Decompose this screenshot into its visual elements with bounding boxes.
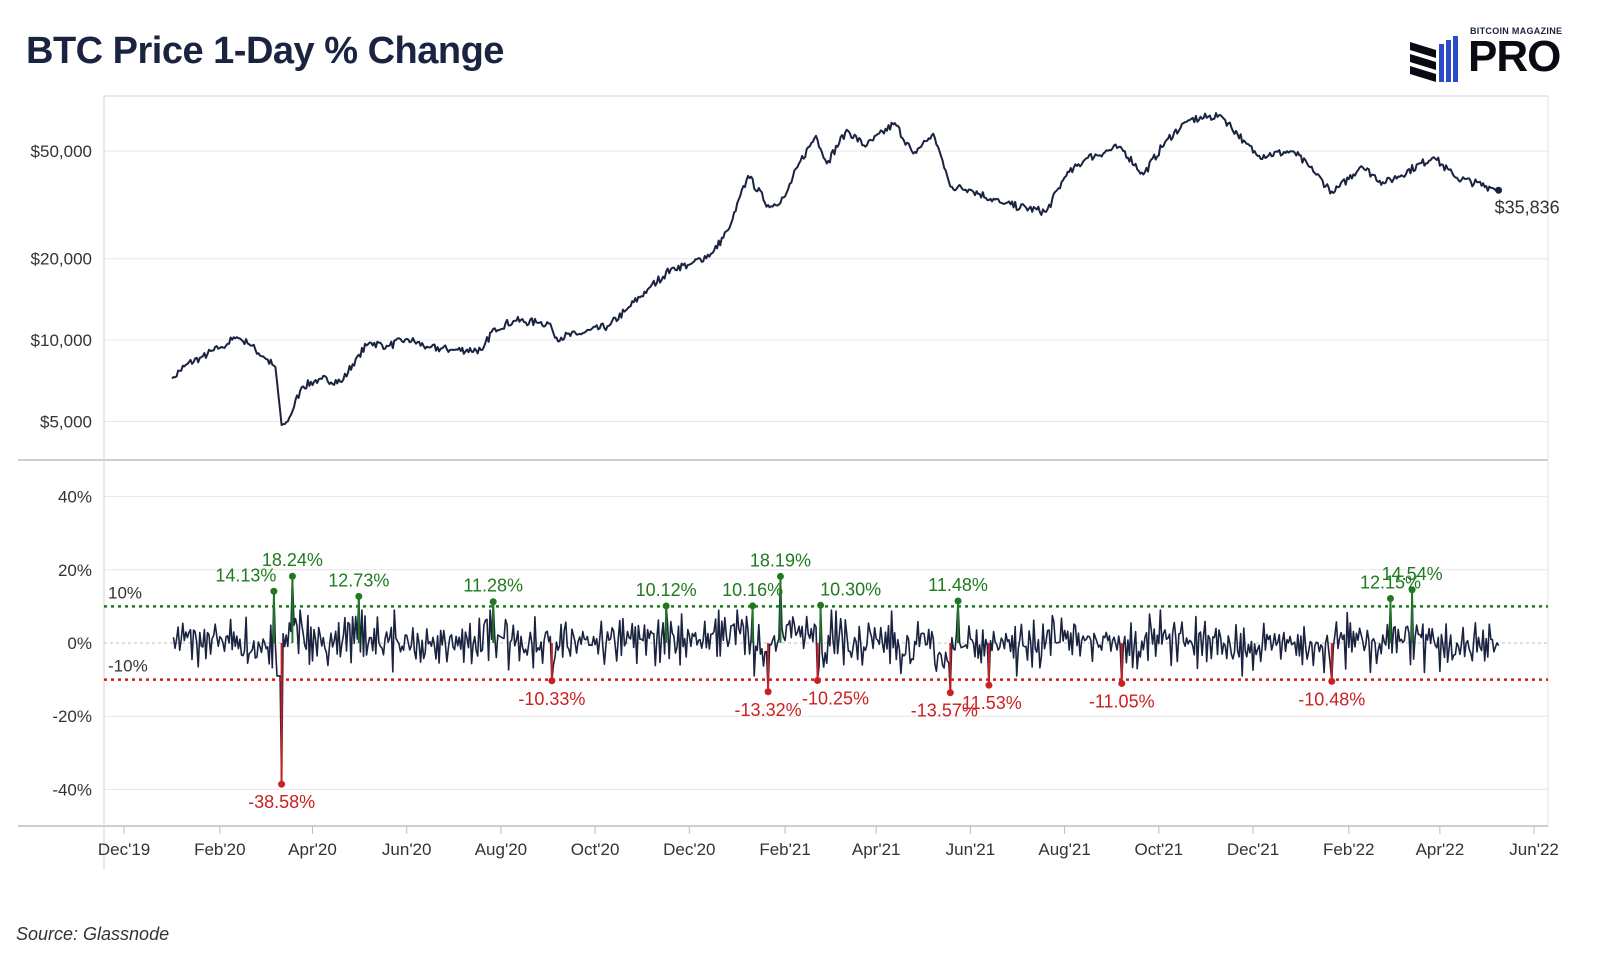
x-tick-label: Apr'21	[852, 840, 901, 859]
x-tick-label: Feb'22	[1323, 840, 1374, 859]
annotation-label: 14.13%	[215, 565, 276, 585]
pct-change-line	[172, 575, 1500, 785]
price-y-tick-label: $20,000	[31, 250, 92, 269]
annotation-point	[278, 780, 286, 788]
annotation-point	[954, 597, 962, 605]
annotation-label: -10.48%	[1298, 689, 1365, 709]
x-tick-label: Feb'21	[759, 840, 810, 859]
price-line	[171, 112, 1499, 426]
annotation-label: 12.15%	[1360, 573, 1421, 593]
annotation-point	[548, 677, 556, 685]
annotation-point	[1328, 677, 1336, 685]
annotation-point	[489, 598, 497, 606]
pct-y-tick-label: 40%	[58, 488, 92, 507]
x-tick-label: Jun'20	[382, 840, 432, 859]
x-tick-label: Jun'21	[946, 840, 996, 859]
x-tick-label: Oct'20	[571, 840, 620, 859]
annotation-label: 11.48%	[928, 575, 988, 595]
pct-y-tick-label: 0%	[67, 634, 92, 653]
x-tick-label: Dec'21	[1227, 840, 1279, 859]
annotation-point	[814, 677, 822, 685]
annotation-label: 18.19%	[750, 550, 811, 570]
annotation-point	[817, 601, 825, 609]
annotation-point	[985, 681, 993, 689]
annotation-point	[1386, 595, 1394, 603]
annotation-label: 18.24%	[262, 550, 323, 570]
price-y-tick-label: $10,000	[31, 331, 92, 350]
annotation-point	[355, 592, 363, 600]
x-tick-label: Aug'20	[475, 840, 527, 859]
annotation-label: 10.12%	[636, 580, 697, 600]
x-tick-label: Aug'21	[1038, 840, 1090, 859]
logo-small-text: BITCOIN MAGAZINE	[1470, 26, 1563, 36]
annotation-label: 11.28%	[463, 576, 523, 596]
price-y-tick-label: $50,000	[31, 142, 92, 161]
x-tick-label: Feb'20	[194, 840, 245, 859]
pct-y-tick-label: 20%	[58, 561, 92, 580]
annotation-point	[776, 572, 784, 580]
annotation-point	[1118, 679, 1126, 687]
annotation-point	[946, 689, 954, 697]
annotation-label: 10.30%	[820, 579, 881, 599]
annotation-label: -11.05%	[1089, 691, 1155, 711]
logo-bars-icon	[1410, 36, 1458, 82]
price-y-tick-label: $5,000	[40, 412, 92, 431]
annotation-point	[1408, 586, 1416, 594]
annotation-label: -10.25%	[802, 689, 869, 709]
x-tick-label: Dec'20	[663, 840, 715, 859]
annotation-label: -11.53%	[956, 693, 1022, 713]
annotation-label: -38.58%	[248, 792, 315, 812]
x-tick-label: Oct'21	[1135, 840, 1184, 859]
annotation-point	[764, 688, 772, 696]
annotation-label: 12.73%	[328, 570, 389, 590]
x-tick-label: Apr'22	[1416, 840, 1465, 859]
x-tick-label: Jun'22	[1509, 840, 1559, 859]
bitcoin-magazine-pro-logo: BITCOIN MAGAZINE PRO	[1410, 26, 1586, 82]
pct-y-tick-label: -40%	[52, 780, 92, 799]
threshold-label: -10%	[108, 657, 148, 676]
annotation-point	[662, 602, 670, 610]
price-end-label: $35,836	[1495, 197, 1560, 217]
pct-y-tick-label: -20%	[52, 707, 92, 726]
x-tick-label: Dec'19	[98, 840, 150, 859]
source-note: Source: Glassnode	[16, 924, 170, 944]
annotation-label: 10.16%	[722, 580, 783, 600]
logo-big-text: PRO	[1468, 32, 1561, 81]
annotation-point	[288, 572, 296, 580]
annotation-label: -10.33%	[518, 689, 585, 709]
annotation-point	[270, 587, 278, 595]
chart-title: BTC Price 1-Day % Change	[26, 30, 504, 72]
annotation-label: -13.32%	[735, 700, 802, 720]
annotation-label: 14.54%	[1382, 564, 1443, 584]
x-tick-label: Apr'20	[288, 840, 337, 859]
price-end-point	[1495, 186, 1503, 194]
annotation-point	[749, 602, 757, 610]
annotation-label: -13.57%	[911, 701, 978, 721]
threshold-label: 10%	[108, 583, 142, 602]
